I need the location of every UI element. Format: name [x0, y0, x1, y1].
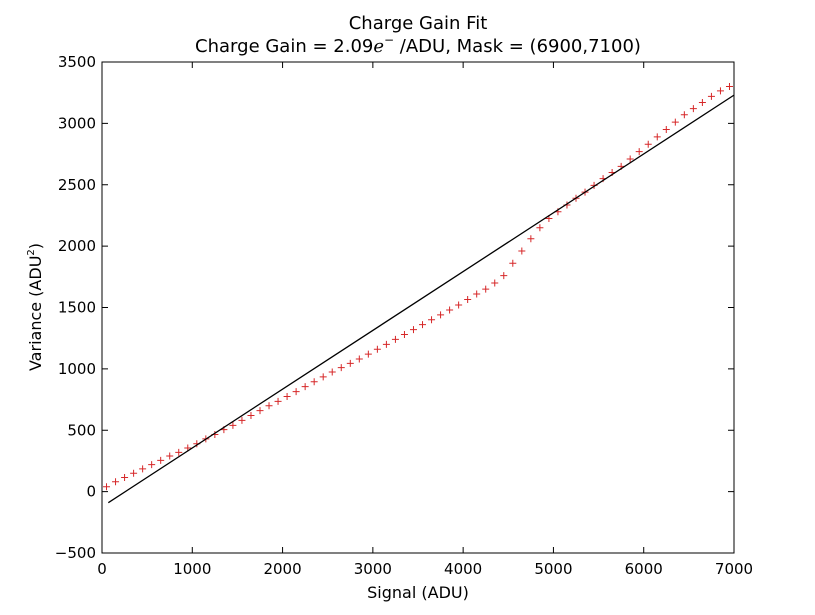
data-point [301, 383, 309, 391]
data-point [382, 340, 390, 348]
data-point [680, 111, 688, 119]
x-tick-label: 6000 [625, 560, 663, 578]
y-tick-label: 1000 [58, 360, 96, 378]
subtitle-unit-sup: − [384, 33, 394, 47]
data-point [319, 373, 327, 381]
data-point [707, 92, 715, 100]
data-points [103, 83, 733, 491]
data-point [428, 316, 436, 324]
data-point [527, 235, 535, 243]
data-point [292, 388, 300, 396]
subtitle-suffix: /ADU, Mask = (6900,7100) [394, 36, 641, 57]
x-tick-label: 5000 [534, 560, 572, 578]
data-point [148, 461, 156, 469]
y-tick-label: −500 [55, 544, 96, 562]
data-point [274, 397, 282, 405]
data-point [265, 402, 273, 410]
ylabel-close: ) [26, 243, 45, 249]
data-point [355, 355, 363, 363]
data-point [491, 279, 499, 287]
data-point [409, 326, 417, 334]
data-point [229, 421, 237, 429]
data-point [689, 105, 697, 113]
x-tick-label: 0 [97, 560, 107, 578]
data-point [247, 412, 255, 420]
data-point [328, 368, 336, 376]
y-tick-label: 2000 [58, 237, 96, 255]
x-tick-label: 1000 [173, 560, 211, 578]
data-point [464, 296, 472, 304]
data-point [373, 345, 381, 353]
fit-line [107, 94, 735, 504]
data-point [419, 321, 427, 329]
data-point [536, 224, 544, 232]
y-axis-label: Variance (ADU2) [26, 243, 45, 371]
data-point [238, 416, 246, 424]
data-point [626, 155, 634, 163]
data-point [256, 407, 264, 415]
data-point [446, 306, 454, 314]
data-point [346, 359, 354, 367]
y-tick-label: 1500 [58, 299, 96, 317]
data-point [644, 140, 652, 148]
data-point [337, 364, 345, 372]
ylabel-base: Variance (ADU [26, 256, 45, 371]
data-point [310, 378, 318, 386]
x-axis-label: Signal (ADU) [367, 583, 469, 602]
data-point [509, 259, 517, 267]
data-point [130, 469, 138, 477]
y-tick-label: 0 [86, 483, 96, 501]
data-point [391, 335, 399, 343]
data-point [157, 456, 165, 464]
data-point [166, 452, 174, 460]
data-point [725, 83, 733, 91]
data-point [121, 474, 129, 482]
x-tick-label: 2000 [263, 560, 301, 578]
data-point [662, 126, 670, 134]
data-point [671, 118, 679, 126]
data-point [139, 465, 147, 473]
axes-frame [101, 61, 735, 554]
data-point [635, 148, 643, 156]
chart-title: Charge Gain Fit [349, 13, 488, 34]
x-tick-label: 4000 [444, 560, 482, 578]
chart-subtitle: Charge Gain = 2.09e− /ADU, Mask = (6900,… [195, 33, 641, 57]
ylabel-sup: 2 [26, 249, 37, 255]
data-point [437, 311, 445, 319]
data-point [698, 99, 706, 107]
y-tick-label: 2500 [58, 176, 96, 194]
x-tick-label: 3000 [354, 560, 392, 578]
data-point [175, 448, 183, 456]
y-tick-label: 500 [67, 421, 96, 439]
data-point [482, 285, 490, 293]
subtitle-prefix: Charge Gain = 2.09 [195, 36, 373, 57]
data-point [653, 133, 661, 141]
plot-area: 0 1000 2000 3000 4000 5000 6000 7000−5000500100… [55, 53, 753, 578]
data-point [518, 247, 526, 255]
data-point [112, 478, 120, 486]
data-point [400, 331, 408, 339]
data-point [283, 392, 291, 400]
data-point [500, 272, 508, 280]
y-tick-label: 3500 [58, 53, 96, 71]
data-point [103, 483, 111, 491]
data-point [716, 87, 724, 95]
data-point [473, 290, 481, 298]
data-point [364, 350, 372, 358]
subtitle-unit-base: e [373, 36, 384, 57]
y-tick-label: 3000 [58, 114, 96, 132]
data-point [455, 301, 463, 309]
x-tick-label: 7000 [715, 560, 753, 578]
